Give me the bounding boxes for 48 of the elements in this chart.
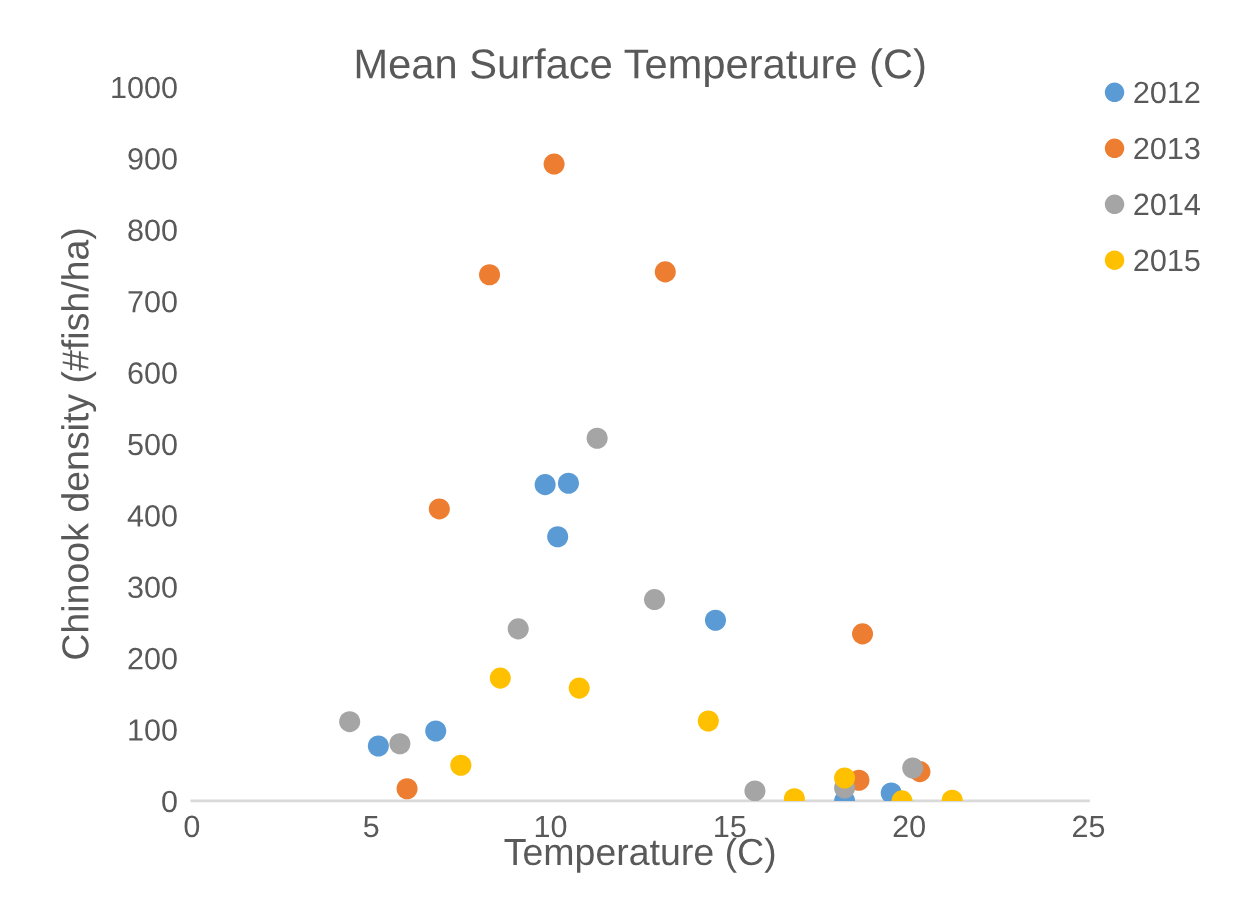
point xyxy=(428,498,450,520)
y-axis-title: Chinook density (#fish/ha) xyxy=(61,229,97,659)
point xyxy=(704,609,727,631)
point xyxy=(479,264,501,286)
x-axis-title: Temperature (C) xyxy=(504,837,775,873)
chart-title: Mean Surface Temperature (C) xyxy=(356,48,925,87)
point xyxy=(744,780,766,801)
y-tick-label: 300 xyxy=(128,576,177,599)
point xyxy=(586,427,608,449)
point xyxy=(396,778,418,800)
x-tick-label: 5 xyxy=(363,815,379,838)
point xyxy=(450,754,472,776)
point xyxy=(534,474,556,496)
point xyxy=(654,261,676,283)
legend-label: 2012 xyxy=(1134,81,1200,104)
x-tick-label: 25 xyxy=(1073,815,1105,838)
point xyxy=(643,589,666,611)
point xyxy=(339,711,361,733)
y-tick-label: 900 xyxy=(128,148,177,170)
point xyxy=(697,710,719,732)
point xyxy=(902,757,924,779)
point xyxy=(425,720,447,742)
point xyxy=(507,618,529,640)
legend-label: 2014 xyxy=(1134,193,1200,216)
y-tick-label: 700 xyxy=(128,290,177,313)
x-tick-label: 15 xyxy=(715,815,746,838)
point xyxy=(543,153,565,175)
point xyxy=(367,735,389,757)
y-tick-label: 400 xyxy=(127,505,177,527)
legend-label: 2013 xyxy=(1134,137,1200,160)
y-tick-label: 800 xyxy=(128,219,177,242)
point xyxy=(834,767,856,789)
point xyxy=(568,677,590,699)
x-tick-label: 20 xyxy=(893,815,925,838)
y-tick-label: 1000 xyxy=(112,76,177,99)
y-tick-label: 600 xyxy=(128,362,177,384)
legend-label: 2015 xyxy=(1134,249,1200,272)
y-tick-label: 0 xyxy=(162,790,177,813)
y-tick-label: 500 xyxy=(128,433,177,456)
point xyxy=(851,623,874,645)
y-tick-label: 100 xyxy=(129,719,177,741)
point xyxy=(489,667,511,689)
y-tick-label: 200 xyxy=(128,647,177,670)
point xyxy=(389,733,411,755)
point xyxy=(557,472,579,494)
x-tick-label: 10 xyxy=(535,815,567,838)
x-tick-label: 0 xyxy=(184,815,200,838)
point xyxy=(547,526,569,548)
